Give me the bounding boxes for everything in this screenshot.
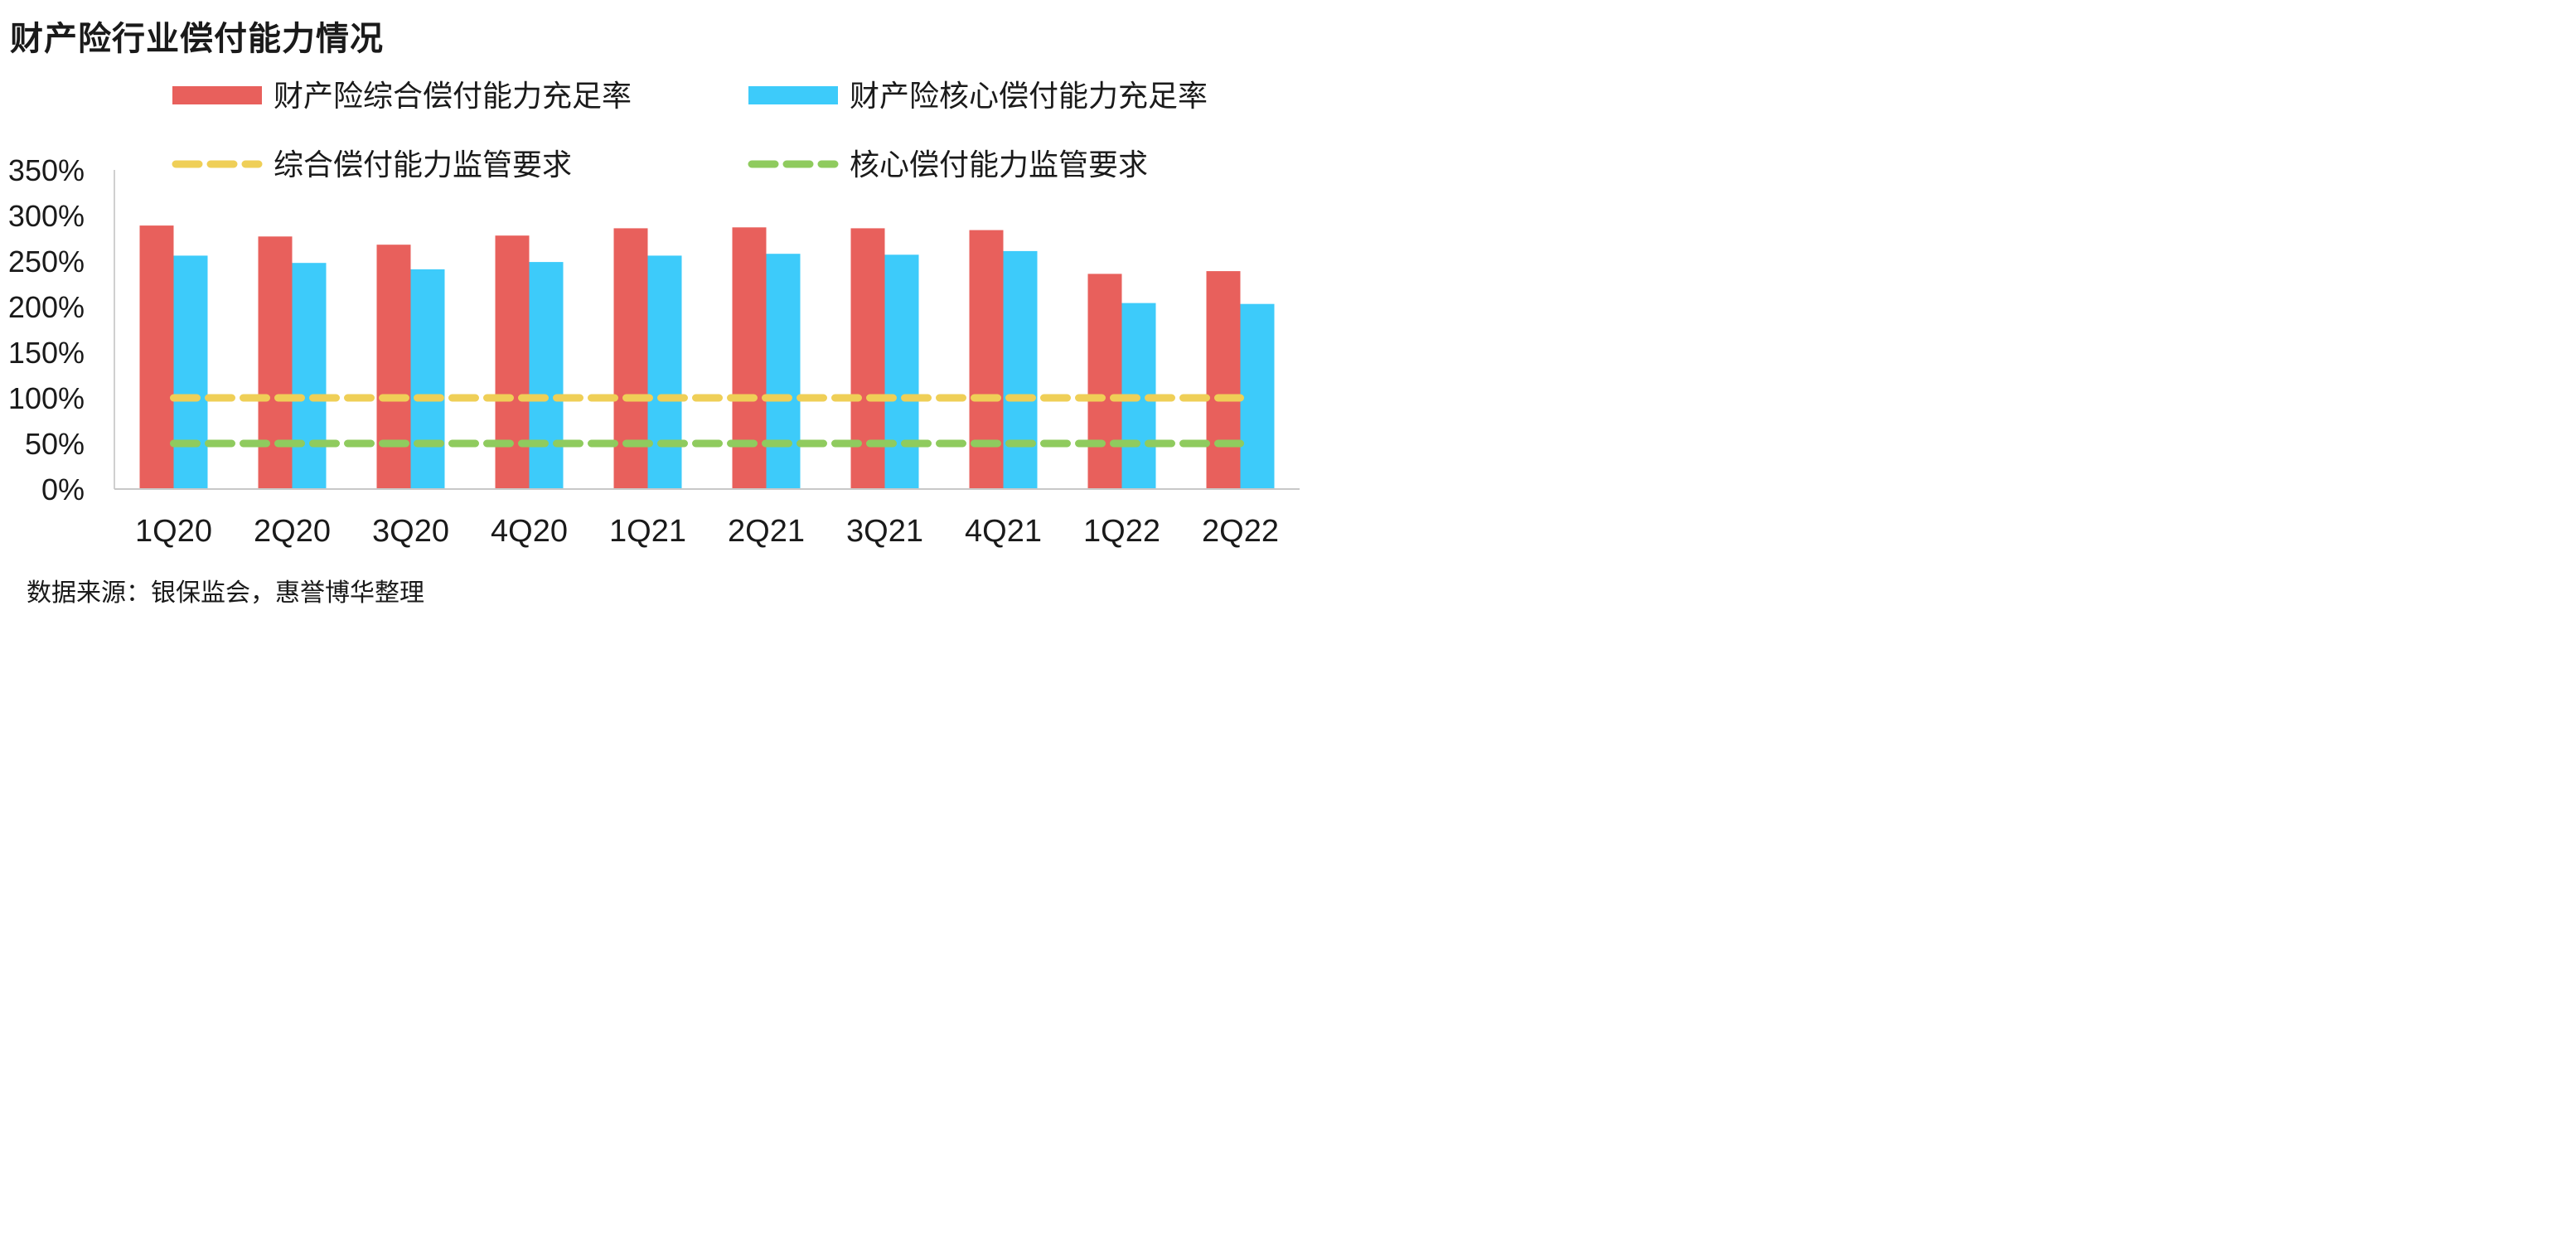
x-tick-label: 4Q20 — [491, 514, 568, 549]
bar-core-1Q21 — [647, 255, 682, 489]
legend-label: 财产险综合偿付能力充足率 — [274, 80, 632, 114]
bar-core-4Q20 — [529, 262, 564, 489]
bar-core-2Q21 — [766, 254, 801, 489]
y-tick-label: 250% — [8, 245, 85, 279]
reference-lines — [170, 394, 1244, 448]
x-tick-label: 1Q21 — [609, 514, 686, 549]
bar-composite-2Q21 — [732, 227, 767, 489]
legend-swatch — [748, 86, 838, 104]
bar-composite-4Q21 — [969, 230, 1004, 489]
bars — [139, 225, 1275, 489]
bar-core-1Q20 — [173, 255, 208, 489]
y-tick-label: 50% — [25, 427, 85, 461]
y-tick-label: 300% — [8, 199, 85, 233]
y-tick-label: 150% — [8, 336, 85, 370]
source-note: 数据来源：银保监会，惠誉博华整理 — [27, 579, 424, 608]
legend-item: 财产险核心偿付能力充足率 — [748, 80, 1208, 114]
x-tick-label: 3Q20 — [372, 514, 449, 549]
legend-item: 综合偿付能力监管要求 — [172, 148, 572, 182]
bar-composite-1Q22 — [1087, 274, 1122, 489]
bar-composite-2Q20 — [258, 236, 293, 489]
x-tick-label: 3Q21 — [846, 514, 923, 549]
x-tick-label: 2Q21 — [728, 514, 805, 549]
legend-label: 综合偿付能力监管要求 — [274, 148, 572, 182]
chart-title: 财产险行业偿付能力情况 — [10, 20, 384, 58]
x-tick-label: 2Q22 — [1202, 514, 1279, 549]
x-tick-label: 2Q20 — [254, 514, 331, 549]
legend-item: 财产险综合偿付能力充足率 — [172, 80, 632, 114]
y-tick-label: 350% — [8, 153, 85, 187]
bar-composite-3Q20 — [376, 245, 411, 489]
bar-composite-2Q22 — [1206, 271, 1241, 489]
x-tick-label: 1Q20 — [135, 514, 212, 549]
bar-core-4Q21 — [1003, 250, 1038, 489]
legend-swatch — [172, 86, 262, 104]
bar-core-3Q21 — [884, 254, 919, 489]
legend-label: 核心偿付能力监管要求 — [850, 148, 1148, 182]
bar-core-2Q20 — [292, 263, 327, 489]
bar-composite-1Q20 — [139, 225, 174, 489]
x-axis: 1Q20 2Q20 3Q20 4Q20 1Q21 2Q21 3Q21 4Q21 1Q22 2Q22 — [114, 488, 1300, 549]
y-tick-label: 100% — [8, 381, 85, 415]
y-axis: 0% 50% 100% 150% 200% 250% 300% 350% — [8, 153, 115, 506]
legend-item: 核心偿付能力监管要求 — [748, 148, 1148, 182]
bar-core-2Q22 — [1240, 303, 1275, 489]
bar-core-3Q20 — [410, 269, 445, 489]
bar-composite-3Q21 — [850, 228, 885, 489]
y-tick-label: 0% — [41, 472, 85, 506]
x-tick-label: 1Q22 — [1083, 514, 1160, 549]
legend-label: 财产险核心偿付能力充足率 — [850, 80, 1208, 114]
y-tick-label: 200% — [8, 290, 85, 324]
x-tick-label: 4Q21 — [965, 514, 1042, 549]
bar-composite-4Q20 — [495, 235, 530, 489]
bar-composite-1Q21 — [613, 228, 648, 489]
